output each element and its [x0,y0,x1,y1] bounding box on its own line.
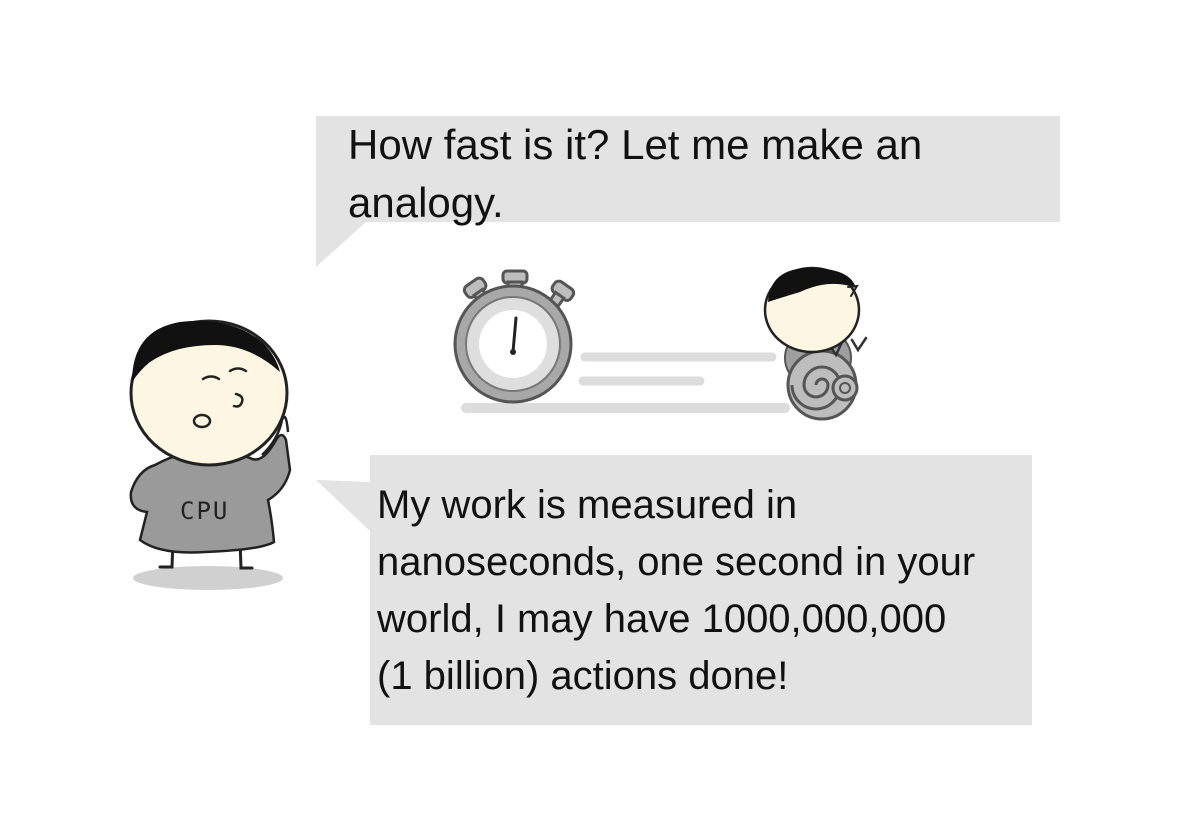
snail-icon [763,266,868,421]
bottom-speech-text: My work is measured in nanoseconds, one … [377,483,976,698]
top-speech-bubble: How fast is it? Let me make an analogy. [316,116,1060,226]
stopwatch-icon [453,269,576,404]
bottom-bubble-tail [316,480,371,532]
speed-lines [461,352,790,413]
cpu-character [129,319,292,590]
cpu-shirt-label: CPU [180,497,230,525]
top-speech-text: How fast is it? Let me make an analogy. [348,121,923,226]
bottom-speech-bubble: My work is measured in nanoseconds, one … [370,455,1032,725]
